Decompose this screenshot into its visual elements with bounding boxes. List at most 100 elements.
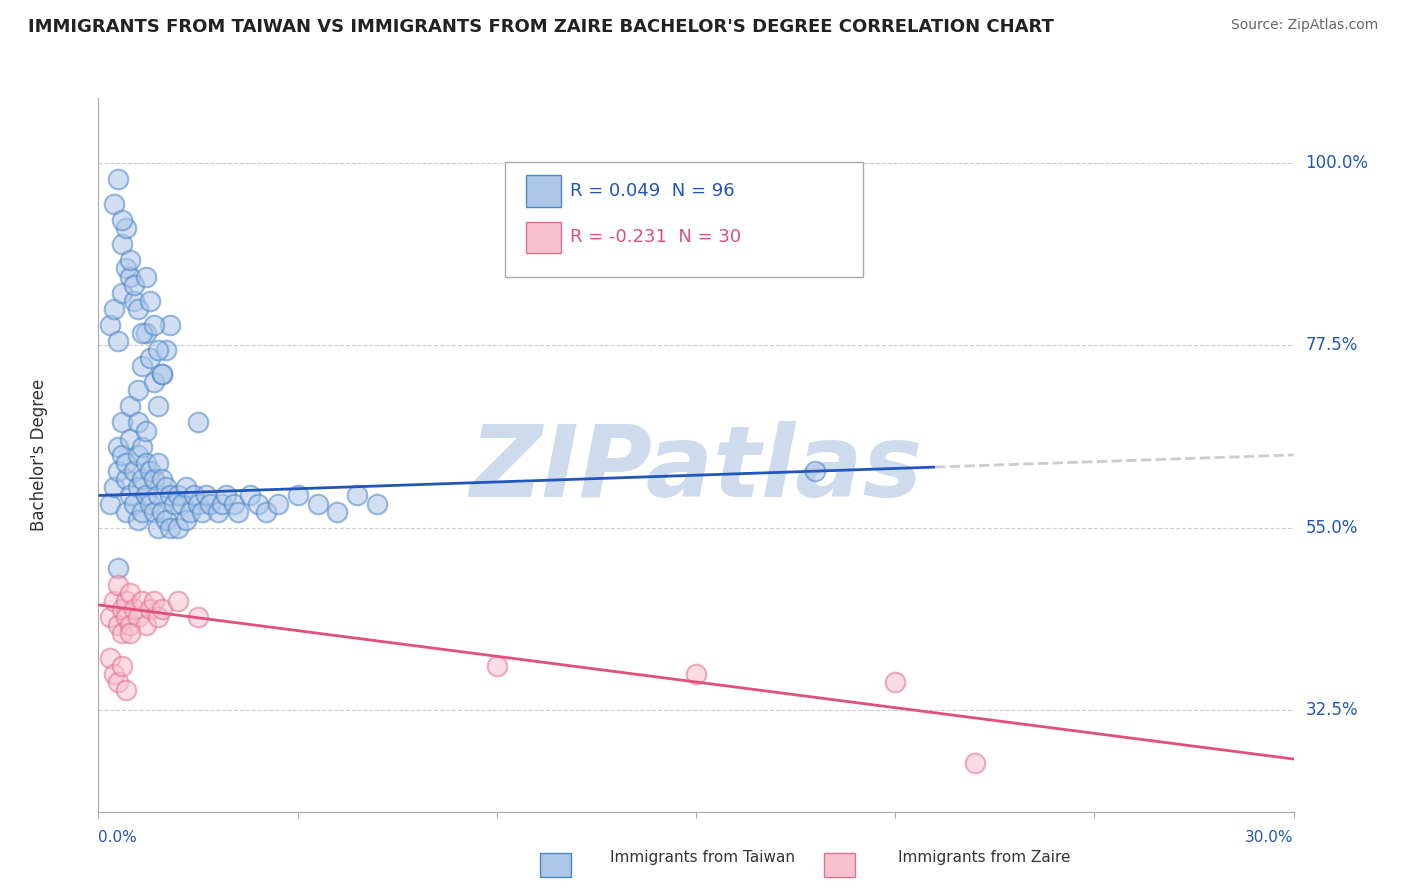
Point (198, 497, 221, 511)
Point (148, 610, 170, 624)
Point (124, 602, 146, 616)
Point (107, 561, 129, 575)
Point (120, 399, 142, 413)
Point (143, 375, 166, 389)
Point (124, 497, 146, 511)
Point (103, 666, 125, 681)
Point (115, 683, 138, 698)
Point (115, 220, 138, 235)
Point (98, 650, 122, 665)
Text: R = -0.231  N = 30: R = -0.231 N = 30 (571, 228, 741, 246)
Point (131, 505, 153, 519)
Point (124, 293, 146, 308)
Point (124, 464, 146, 478)
Point (163, 497, 186, 511)
Point (103, 594, 125, 608)
Point (148, 488, 170, 502)
Text: R = 0.049  N = 96: R = 0.049 N = 96 (571, 182, 735, 200)
Point (366, 497, 388, 511)
Point (307, 497, 329, 511)
Point (187, 497, 209, 511)
Point (111, 658, 134, 673)
Point (115, 505, 138, 519)
Point (150, 602, 173, 616)
Point (127, 383, 149, 397)
Point (179, 505, 201, 519)
Point (346, 488, 368, 502)
Point (174, 480, 197, 494)
Point (131, 440, 153, 454)
Point (685, 666, 707, 681)
Point (143, 505, 166, 519)
Point (115, 456, 138, 470)
Text: 100.0%: 100.0% (1305, 154, 1368, 172)
Point (148, 521, 170, 535)
Point (135, 618, 157, 632)
Point (103, 301, 125, 316)
Point (174, 513, 197, 527)
Point (107, 618, 129, 632)
Text: 30.0%: 30.0% (1246, 830, 1294, 845)
Point (127, 610, 149, 624)
Point (155, 513, 177, 527)
Point (107, 172, 129, 186)
FancyBboxPatch shape (526, 221, 561, 253)
Point (148, 343, 170, 357)
Point (150, 505, 173, 519)
Point (127, 416, 149, 430)
Point (127, 448, 149, 462)
Point (111, 285, 134, 300)
Point (120, 432, 142, 446)
Point (115, 610, 138, 624)
Point (115, 594, 138, 608)
Point (215, 488, 238, 502)
Point (107, 334, 129, 349)
Point (120, 488, 142, 502)
Point (111, 212, 134, 227)
Point (194, 488, 218, 502)
Text: 0.0%: 0.0% (98, 830, 138, 845)
Point (135, 269, 157, 284)
Point (326, 505, 349, 519)
Point (131, 594, 153, 608)
Point (107, 675, 129, 690)
Point (148, 399, 170, 413)
Point (111, 237, 134, 252)
Point (139, 497, 162, 511)
Point (187, 416, 209, 430)
Point (107, 440, 129, 454)
Point (98, 318, 122, 333)
Point (127, 301, 149, 316)
Point (239, 488, 262, 502)
Point (111, 626, 134, 640)
Point (139, 464, 162, 478)
Text: Immigrants from Taiwan: Immigrants from Taiwan (610, 850, 796, 865)
Text: 32.5%: 32.5% (1305, 701, 1358, 719)
Point (187, 610, 209, 624)
Point (139, 293, 162, 308)
Point (111, 448, 134, 462)
Point (98, 497, 122, 511)
Text: IMMIGRANTS FROM TAIWAN VS IMMIGRANTS FROM ZAIRE BACHELOR'S DEGREE CORRELATION CH: IMMIGRANTS FROM TAIWAN VS IMMIGRANTS FRO… (28, 18, 1054, 36)
FancyBboxPatch shape (505, 162, 863, 277)
Point (143, 318, 166, 333)
Point (167, 594, 190, 608)
Point (124, 277, 146, 292)
FancyBboxPatch shape (526, 175, 561, 207)
Point (139, 351, 162, 365)
Point (207, 505, 229, 519)
Point (107, 577, 129, 591)
Point (120, 618, 142, 632)
Point (103, 480, 125, 494)
Point (135, 326, 157, 341)
Text: Source: ZipAtlas.com: Source: ZipAtlas.com (1230, 18, 1378, 32)
Point (120, 269, 142, 284)
Point (159, 521, 181, 535)
Point (963, 756, 986, 770)
Point (485, 658, 508, 673)
Point (120, 626, 142, 640)
Text: Immigrants from Zaire: Immigrants from Zaire (898, 850, 1070, 865)
Point (226, 505, 249, 519)
Point (191, 505, 214, 519)
Text: Bachelor's Degree: Bachelor's Degree (30, 379, 48, 531)
